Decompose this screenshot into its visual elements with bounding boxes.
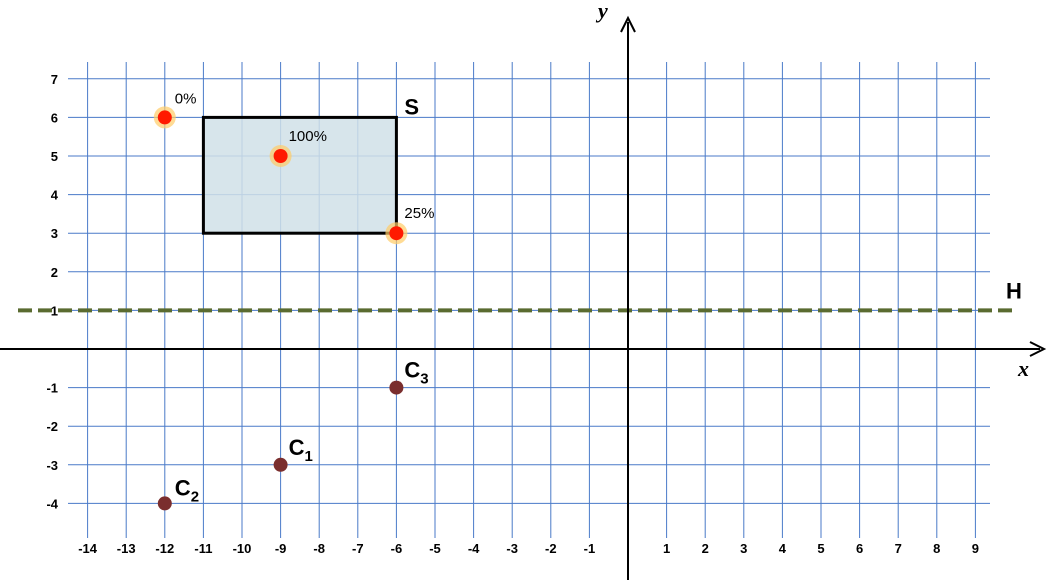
x-tick-label: 8 — [933, 541, 940, 556]
y-tick-label: 1 — [51, 303, 58, 318]
probability-label: 0% — [175, 90, 197, 107]
x-tick-label: 4 — [779, 541, 787, 556]
x-tick-label: 5 — [817, 541, 824, 556]
center-point — [157, 496, 172, 511]
center-label-subscript: 1 — [304, 448, 312, 465]
line-h-label: H — [1006, 278, 1022, 303]
x-tick-label: -14 — [78, 541, 98, 556]
x-tick-label: -12 — [155, 541, 174, 556]
y-tick-label: 3 — [51, 226, 58, 241]
y-tick-label: -1 — [46, 381, 58, 396]
x-axis-arrow-icon — [1029, 341, 1047, 357]
region-s-rect — [201, 115, 398, 235]
x-tick-label: -10 — [233, 541, 252, 556]
x-tick-label: -6 — [391, 541, 403, 556]
probability-label: 25% — [404, 205, 434, 222]
probability-point — [157, 110, 172, 125]
probability-point — [389, 226, 404, 241]
x-tick-label: -4 — [468, 541, 480, 556]
x-tick-label: 9 — [972, 541, 979, 556]
y-axis-label: y — [595, 0, 608, 23]
y-tick-label: -3 — [46, 458, 58, 473]
line-h: H — [18, 278, 1022, 313]
center-label-letter: C — [175, 475, 191, 500]
center-label-letter: C — [289, 435, 305, 460]
x-tick-label: -9 — [275, 541, 287, 556]
y-axis-arrow-icon — [620, 15, 636, 33]
x-axis-label: x — [1017, 356, 1029, 381]
tick-labels: -14 -13 -12 -11 -10 -9 -8 -7 -6 -5 -4 -3 -2 -1 1 2 3 4 5 6 7… — [46, 72, 979, 556]
y-tick-label: -2 — [46, 419, 58, 434]
center-label-subscript: 2 — [191, 488, 199, 505]
x-tick-label: 2 — [702, 541, 709, 556]
y-tick-label: 5 — [51, 149, 58, 164]
x-tick-label: -8 — [313, 541, 325, 556]
x-tick-label: -7 — [352, 541, 364, 556]
center-label: C3 — [404, 358, 428, 388]
y-tick-label: 2 — [51, 265, 58, 280]
x-tick-label: -3 — [506, 541, 518, 556]
center-point — [273, 457, 288, 472]
x-tick-label: 7 — [895, 541, 902, 556]
x-tick-label: -13 — [117, 541, 136, 556]
center-point — [389, 380, 404, 395]
y-tick-label: -4 — [46, 496, 58, 511]
y-tick-label: 4 — [51, 188, 59, 203]
region-s: S — [201, 94, 419, 235]
x-tick-label: -2 — [545, 541, 557, 556]
probability-label: 100% — [289, 128, 327, 145]
center-label-subscript: 3 — [420, 371, 428, 388]
region-s-label: S — [404, 94, 419, 119]
center-label: C1 — [289, 435, 313, 465]
center-label: C2 — [175, 475, 199, 505]
x-tick-label: 3 — [740, 541, 747, 556]
y-tick-label: 7 — [51, 72, 58, 87]
x-tick-label: 6 — [856, 541, 863, 556]
y-tick-label: 6 — [51, 110, 58, 125]
x-tick-label: -1 — [584, 541, 596, 556]
probability-point — [273, 149, 288, 163]
x-tick-label: -11 — [194, 541, 212, 556]
x-tick-label: -5 — [429, 541, 441, 556]
x-tick-label: 1 — [663, 541, 670, 556]
center-label-letter: C — [404, 358, 420, 383]
